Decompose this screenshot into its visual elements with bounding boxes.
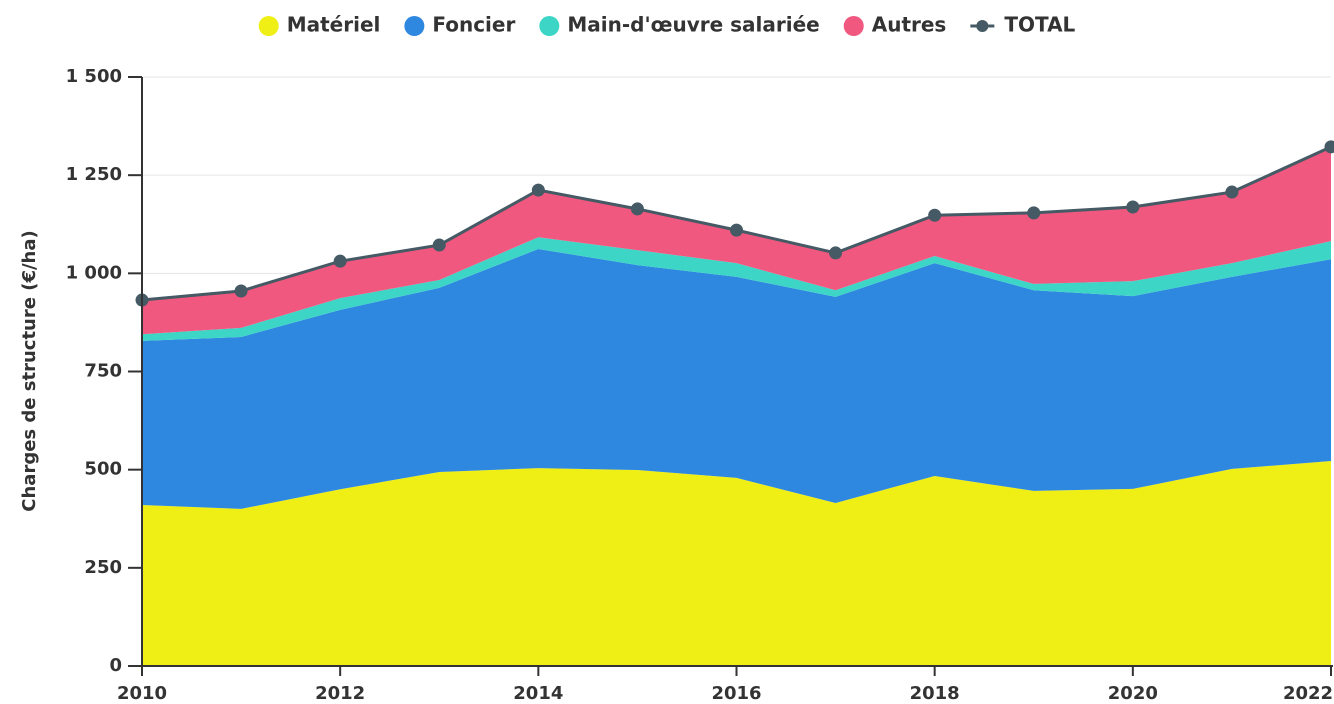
total-marker xyxy=(234,284,248,298)
legend-item: Autres xyxy=(843,13,947,37)
total-marker xyxy=(928,208,942,222)
legend-item: Matériel xyxy=(258,13,381,37)
total-marker xyxy=(829,246,843,260)
y-tick-label: 1 250 xyxy=(66,164,122,185)
x-tick-label: 2020 xyxy=(1108,683,1158,704)
y-tick-label: 750 xyxy=(84,361,122,382)
legend-symbol xyxy=(843,16,864,36)
legend-symbol xyxy=(404,16,425,36)
total-marker xyxy=(1225,185,1239,199)
y-axis-label: Charges de structure (€/ha) xyxy=(19,230,40,511)
legend-item: TOTAL xyxy=(970,13,1076,37)
x-tick-label: 2016 xyxy=(711,683,761,704)
legend-label: Main-d'œuvre salariée xyxy=(567,13,819,37)
x-tick-label: 2014 xyxy=(513,683,563,704)
area xyxy=(142,248,1331,509)
y-tick-label: 500 xyxy=(84,459,122,480)
area xyxy=(142,146,1331,335)
y-tick-label: 1 000 xyxy=(66,262,122,283)
total-marker xyxy=(333,254,347,268)
legend-label: Foncier xyxy=(432,13,515,37)
x-tick-label: 2022 xyxy=(1283,683,1333,704)
legend-symbol xyxy=(258,16,279,36)
legend-symbol xyxy=(976,20,989,32)
total-marker xyxy=(531,183,545,197)
total-marker xyxy=(432,238,446,252)
legend-item: Foncier xyxy=(404,13,515,37)
legend: Matériel Foncier Main-d'œuvre salariée Autr… xyxy=(258,13,1076,37)
total-marker xyxy=(1027,206,1041,220)
y-tick-label: 250 xyxy=(84,557,122,578)
area xyxy=(142,237,1331,341)
total-marker xyxy=(1126,200,1140,214)
y-tick-label: 0 xyxy=(109,655,122,676)
x-tick-label: 2012 xyxy=(315,683,365,704)
x-tick-label: 2010 xyxy=(117,683,167,704)
y-tick-label: 1 500 xyxy=(66,66,122,87)
total-marker xyxy=(1324,140,1334,154)
x-tick-label: 2018 xyxy=(910,683,960,704)
legend-symbol xyxy=(539,16,560,36)
total-marker xyxy=(630,202,644,216)
total-marker xyxy=(730,223,743,237)
legend-label: TOTAL xyxy=(1004,13,1075,37)
legend-label: Matériel xyxy=(287,13,381,37)
legend-item: Main-d'œuvre salariée xyxy=(539,13,820,37)
legend-label: Autres xyxy=(872,13,947,37)
area xyxy=(142,461,1331,666)
